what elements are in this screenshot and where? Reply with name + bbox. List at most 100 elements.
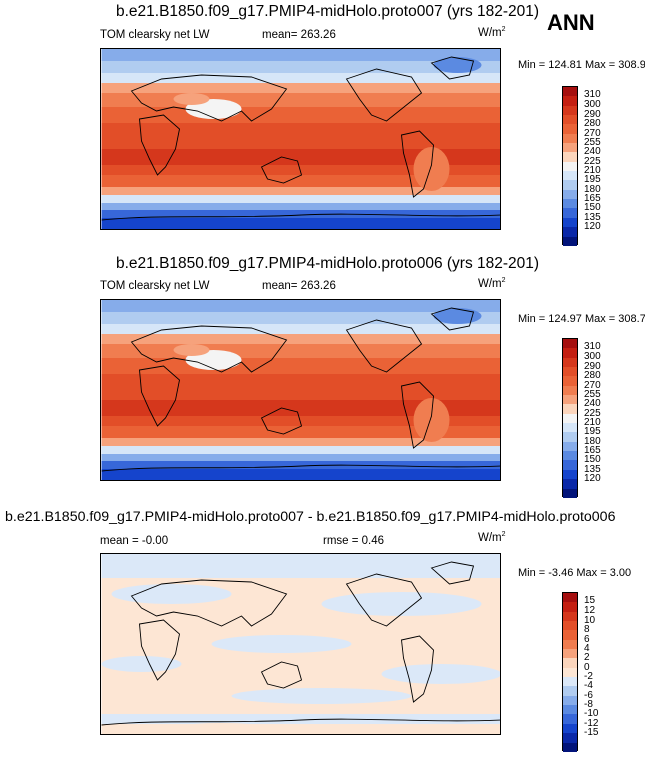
panel2-colorbar-swatch [563, 348, 577, 358]
panel2-minmax: Min = 124.97 Max = 308.78 [518, 313, 645, 325]
panel3-colorbar-tick: -8 [584, 699, 593, 710]
panel3-colorbar-tick: 15 [584, 595, 596, 606]
panel3-colorbar-tick: -2 [584, 671, 593, 682]
panel2-colorbar-tick: 210 [584, 417, 601, 428]
panel3-colorbar-swatch [563, 686, 577, 696]
panel1-colorbar-tick: 225 [584, 156, 601, 167]
panel1-units: W/m2 [478, 26, 506, 39]
panel2-title: b.e21.B1850.f09_g17.PMIP4-midHolo.proto0… [116, 255, 540, 272]
panel1-map-svg [101, 49, 500, 229]
panel1-colorbar-tick: 165 [584, 193, 601, 204]
panel3-colorbar-swatch [563, 611, 577, 622]
panel1-colorbar-tick: 290 [584, 109, 601, 120]
panel1-colorbar-tick: 300 [584, 99, 601, 110]
panel1-colorbar-tick: 150 [584, 202, 601, 213]
panel1-colorbar-tick: 210 [584, 165, 601, 176]
panel1-map [100, 48, 501, 230]
panel3-colorbar-tick: 2 [584, 652, 590, 663]
panel3-colorbar-tick: 0 [584, 662, 590, 673]
panel2-colorbar-swatch [563, 479, 577, 489]
panel2-map-svg [101, 300, 500, 480]
panel2-colorbar-swatch [563, 395, 577, 405]
panel3-rmse: rmse = 0.46 [323, 535, 385, 547]
panel1-colorbar [562, 86, 578, 246]
panel3-mean: mean = -0.00 [100, 535, 169, 547]
panel3-units: W/m2 [478, 531, 506, 544]
panel1-colorbar-swatch [563, 124, 577, 134]
panel1-colorbar-swatch [563, 133, 577, 144]
panel3-colorbar-tick: -15 [584, 727, 599, 738]
panel1-colorbar-swatch [563, 217, 577, 228]
panel1-colorbar-tick: 240 [584, 146, 601, 157]
panel3-colorbar-swatch [563, 723, 577, 734]
panel3-colorbar-swatch [563, 705, 577, 715]
panel3-colorbar-tick: -6 [584, 690, 593, 701]
panel1-colorbar-swatch [563, 227, 577, 237]
panel1-field-label: TOM clearsky net LW [100, 29, 210, 41]
panel2-colorbar-swatch [563, 413, 577, 424]
panel2-colorbar-tick: 150 [584, 454, 601, 465]
panel3-colorbar-swatch [563, 593, 577, 603]
panel1-colorbar-tick: 135 [584, 212, 601, 223]
panel2-colorbar-swatch [563, 432, 577, 442]
panel1-colorbar-swatch [563, 236, 577, 246]
panel3-colorbar-swatch [563, 714, 577, 724]
panel1-colorbar-swatch [563, 199, 577, 209]
panel3-colorbar-swatch [563, 667, 577, 678]
panel2-colorbar-swatch [563, 339, 577, 349]
panel1-colorbar-tick: 255 [584, 137, 601, 148]
panel1-colorbar-tick: 180 [584, 184, 601, 195]
panel3-colorbar [562, 592, 578, 752]
panel3-colorbar-tick: -10 [584, 708, 599, 719]
panel3-map-svg [101, 554, 500, 734]
panel1-colorbar-swatch [563, 208, 577, 218]
panel1-colorbar-tick: 280 [584, 118, 601, 129]
panel2-map [100, 299, 501, 481]
panel2-colorbar-swatch [563, 460, 577, 470]
panel2-colorbar-swatch [563, 469, 577, 480]
panel2-units: W/m2 [478, 277, 506, 290]
panel1-title: b.e21.B1850.f09_g17.PMIP4-midHolo.proto0… [116, 3, 540, 20]
panel2-colorbar-swatch [563, 441, 577, 452]
panel3-colorbar-swatch [563, 621, 577, 631]
panel3-minmax: Min = -3.46 Max = 3.00 [518, 567, 632, 579]
panel2-colorbar-tick: 195 [584, 426, 601, 437]
panel3-colorbar-swatch [563, 677, 577, 687]
panel3-colorbar-swatch [563, 695, 577, 706]
panel1-colorbar-swatch [563, 171, 577, 181]
panel3-colorbar-swatch [563, 602, 577, 612]
panel1-colorbar-tick: 120 [584, 221, 601, 232]
panel2-colorbar [562, 338, 578, 498]
panel1-colorbar-swatch [563, 87, 577, 97]
panel2-mean: mean= 263.26 [262, 280, 336, 292]
panel1-colorbar-tick: 195 [584, 174, 601, 185]
panel3-colorbar-swatch [563, 649, 577, 659]
panel2-colorbar-tick: 270 [584, 380, 601, 391]
panel1-colorbar-swatch [563, 180, 577, 190]
panel1-colorbar-tick: 270 [584, 128, 601, 139]
panel1-mean: mean= 263.26 [262, 29, 336, 41]
panel2-colorbar-swatch [563, 488, 577, 498]
panel2-colorbar-tick: 180 [584, 436, 601, 447]
panel2-colorbar-tick: 255 [584, 389, 601, 400]
panel3-map [100, 553, 501, 735]
panel3-colorbar-tick: 12 [584, 605, 596, 616]
panel3-colorbar-swatch [563, 630, 577, 640]
season-label: ANN [547, 10, 595, 35]
panel2-colorbar-tick: 120 [584, 473, 601, 484]
panel2-field-label: TOM clearsky net LW [100, 280, 210, 292]
panel2-colorbar-tick: 300 [584, 351, 601, 362]
panel1-colorbar-swatch [563, 105, 577, 116]
panel3-colorbar-tick: 6 [584, 634, 590, 645]
panel2-colorbar-swatch [563, 367, 577, 377]
panel1-colorbar-swatch [563, 96, 577, 106]
panel2-colorbar-swatch [563, 376, 577, 386]
panel3-colorbar-swatch [563, 742, 577, 752]
panel2-colorbar-tick: 225 [584, 408, 601, 419]
panel1-colorbar-swatch [563, 152, 577, 162]
panel1-colorbar-tick: 310 [584, 89, 601, 100]
panel2-colorbar-tick: 290 [584, 361, 601, 372]
panel3-colorbar-swatch [563, 639, 577, 650]
panel3-colorbar-tick: -4 [584, 680, 593, 691]
panel2-colorbar-swatch [563, 385, 577, 396]
